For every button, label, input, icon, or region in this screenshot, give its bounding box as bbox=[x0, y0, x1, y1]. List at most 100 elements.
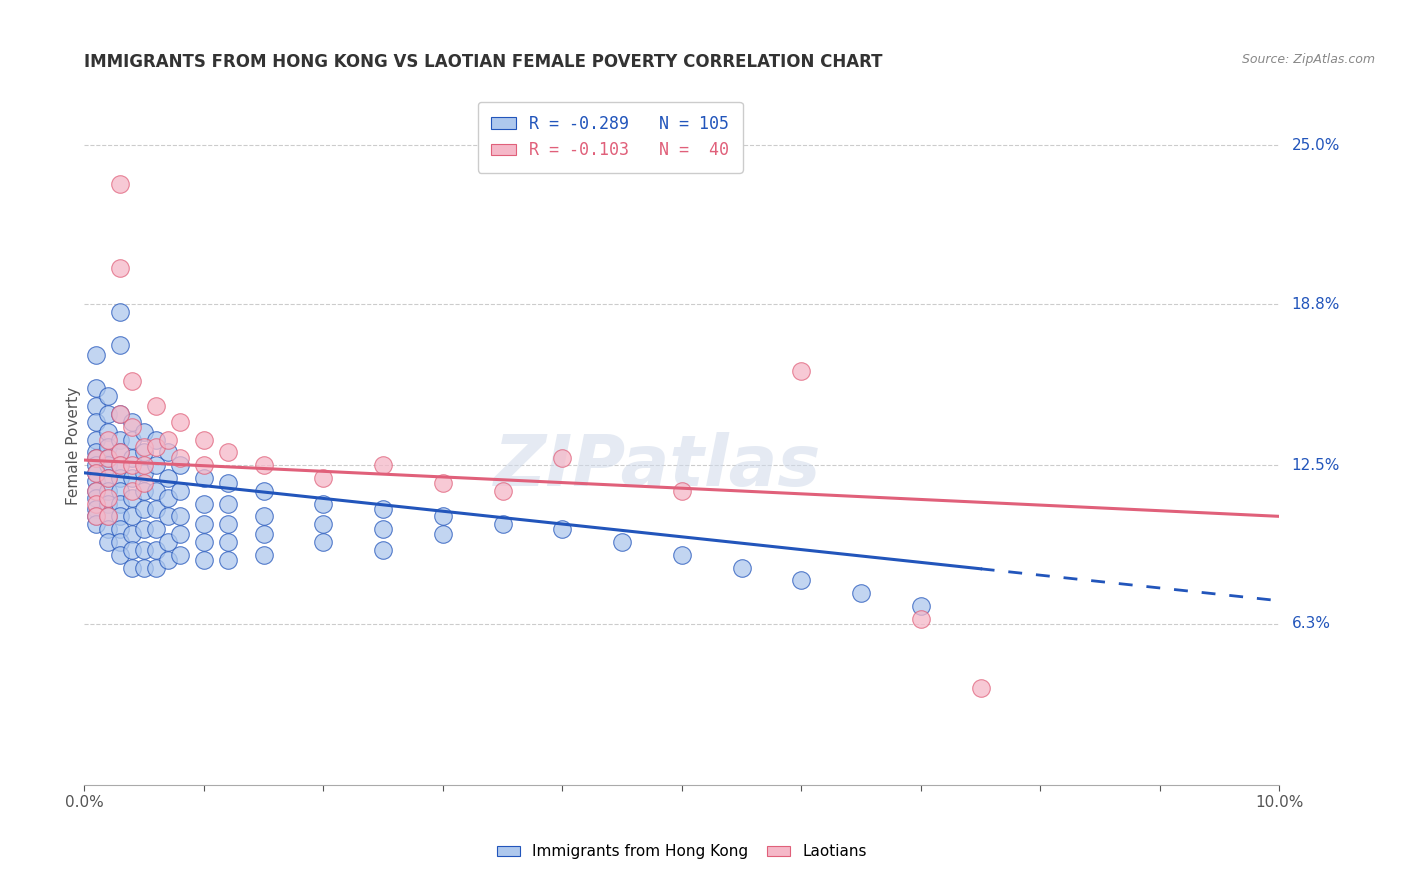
Point bbox=[145, 400, 167, 414]
Point bbox=[731, 560, 754, 574]
Point bbox=[551, 522, 574, 536]
Point bbox=[97, 471, 120, 485]
Point bbox=[851, 586, 873, 600]
Point bbox=[157, 445, 180, 459]
Point bbox=[145, 542, 167, 557]
Point bbox=[86, 516, 108, 531]
Point bbox=[86, 491, 108, 506]
Point bbox=[132, 476, 156, 491]
Point bbox=[970, 681, 993, 695]
Point bbox=[551, 450, 574, 465]
Point bbox=[432, 527, 454, 541]
Point bbox=[193, 553, 215, 567]
Point bbox=[132, 425, 156, 439]
Point bbox=[121, 491, 143, 506]
Point bbox=[169, 415, 191, 429]
Point bbox=[121, 374, 143, 388]
Point bbox=[86, 509, 108, 524]
Point bbox=[312, 516, 335, 531]
Text: 12.5%: 12.5% bbox=[1292, 458, 1340, 473]
Point bbox=[217, 535, 239, 549]
Point bbox=[492, 516, 515, 531]
Point bbox=[145, 458, 167, 473]
Point bbox=[373, 458, 395, 473]
Point bbox=[312, 535, 335, 549]
Point bbox=[121, 509, 143, 524]
Point bbox=[432, 476, 454, 491]
Point bbox=[86, 348, 108, 362]
Point bbox=[193, 516, 215, 531]
Point bbox=[193, 535, 215, 549]
Point bbox=[790, 574, 813, 588]
Point bbox=[97, 509, 120, 524]
Point bbox=[217, 497, 239, 511]
Point bbox=[671, 483, 693, 498]
Point bbox=[110, 483, 132, 498]
Point bbox=[121, 458, 143, 473]
Point bbox=[157, 509, 180, 524]
Point bbox=[86, 415, 108, 429]
Point bbox=[97, 450, 120, 465]
Point bbox=[145, 522, 167, 536]
Point bbox=[157, 471, 180, 485]
Point bbox=[373, 501, 395, 516]
Point bbox=[86, 466, 108, 480]
Point bbox=[169, 509, 191, 524]
Point bbox=[97, 535, 120, 549]
Point bbox=[110, 261, 132, 276]
Point bbox=[157, 491, 180, 506]
Point bbox=[97, 491, 120, 506]
Point bbox=[86, 445, 108, 459]
Point bbox=[121, 433, 143, 447]
Point bbox=[145, 560, 167, 574]
Point bbox=[110, 445, 132, 459]
Point bbox=[110, 458, 132, 473]
Point bbox=[97, 450, 120, 465]
Point bbox=[110, 433, 132, 447]
Text: ZIPatlas: ZIPatlas bbox=[495, 432, 821, 500]
Point bbox=[145, 433, 167, 447]
Text: IMMIGRANTS FROM HONG KONG VS LAOTIAN FEMALE POVERTY CORRELATION CHART: IMMIGRANTS FROM HONG KONG VS LAOTIAN FEM… bbox=[84, 53, 883, 70]
Point bbox=[86, 466, 108, 480]
Point bbox=[253, 548, 276, 562]
Point bbox=[193, 433, 215, 447]
Point bbox=[157, 553, 180, 567]
Point bbox=[97, 389, 120, 403]
Point bbox=[157, 433, 180, 447]
Point bbox=[97, 497, 120, 511]
Point bbox=[253, 527, 276, 541]
Point bbox=[86, 483, 108, 498]
Point bbox=[910, 612, 932, 626]
Point bbox=[110, 471, 132, 485]
Point bbox=[910, 599, 932, 613]
Point bbox=[110, 407, 132, 421]
Point bbox=[132, 440, 156, 454]
Point bbox=[86, 450, 108, 465]
Point bbox=[612, 535, 634, 549]
Point bbox=[169, 527, 191, 541]
Point bbox=[373, 522, 395, 536]
Point bbox=[312, 471, 335, 485]
Point bbox=[132, 458, 156, 473]
Point bbox=[132, 445, 156, 459]
Point bbox=[97, 471, 120, 485]
Point bbox=[110, 304, 132, 318]
Point bbox=[97, 433, 120, 447]
Point bbox=[97, 425, 120, 439]
Point bbox=[132, 466, 156, 480]
Point bbox=[193, 458, 215, 473]
Point bbox=[121, 483, 143, 498]
Point bbox=[492, 483, 515, 498]
Point bbox=[169, 548, 191, 562]
Point bbox=[169, 483, 191, 498]
Point bbox=[110, 497, 132, 511]
Point bbox=[312, 497, 335, 511]
Text: 18.8%: 18.8% bbox=[1292, 296, 1340, 311]
Point bbox=[253, 509, 276, 524]
Point bbox=[432, 509, 454, 524]
Point bbox=[110, 548, 132, 562]
Point bbox=[132, 522, 156, 536]
Point bbox=[121, 419, 143, 434]
Point bbox=[110, 509, 132, 524]
Point bbox=[110, 407, 132, 421]
